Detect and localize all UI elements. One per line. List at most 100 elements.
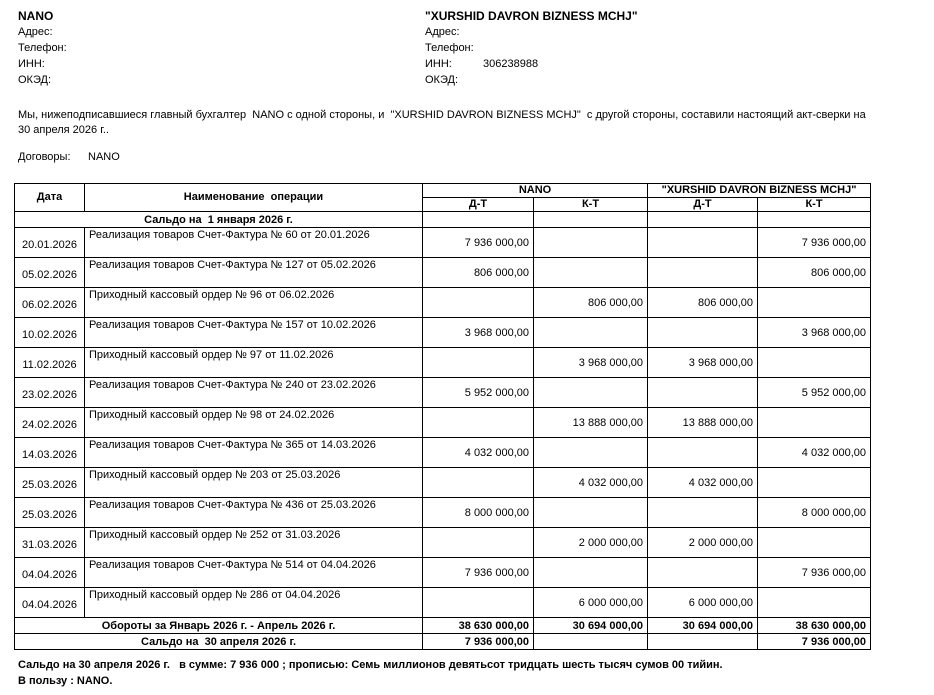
nano-credit-cell: [532, 227, 649, 258]
nano-debit-cell: [422, 527, 534, 558]
left-party-inn-line: ИНН:: [18, 56, 398, 72]
operation-row: 11.02.2026 Приходный кассовый ордер № 97…: [14, 347, 872, 378]
operation-date-cell: 04.04.2026: [14, 557, 85, 588]
nano-credit-cell: 806 000,00: [532, 287, 649, 318]
inn-label: ИНН:: [18, 58, 45, 70]
nano-credit-cell: [532, 317, 649, 348]
inn-value: 306238988: [483, 58, 539, 70]
header-nano-credit: К-Т: [532, 197, 649, 212]
opening-partner-credit-cell: [757, 211, 872, 228]
partner-credit-cell: [757, 407, 872, 438]
nano-debit-cell: [422, 467, 534, 498]
operation-date-cell: 10.02.2026: [14, 317, 85, 348]
partner-credit-cell: [757, 527, 872, 558]
left-party-address-line: Адрес:: [18, 24, 398, 40]
operation-row: 10.02.2026 Реализация товаров Счет-Факту…: [14, 317, 872, 348]
operation-row: 04.04.2026 Приходный кассовый ордер № 28…: [14, 587, 872, 618]
left-party-block: NANO Адрес: Телефон: ИНН: ОКЭД:: [18, 8, 398, 88]
partner-debit-cell: [647, 257, 759, 288]
nano-credit-cell: 4 032 000,00: [532, 467, 649, 498]
inn-label: ИНН:: [425, 58, 452, 70]
operation-name-cell: Приходный кассовый ордер № 97 от 11.02.2…: [84, 347, 423, 378]
partner-credit-cell: 7 936 000,00: [757, 227, 872, 258]
partner-debit-cell: [647, 377, 759, 408]
nano-debit-cell: [422, 587, 534, 618]
header-partner-debit: Д-Т: [647, 197, 759, 212]
operation-name-cell: Приходный кассовый ордер № 286 от 04.04.…: [84, 587, 423, 618]
turnover-row: Обороты за Январь 2026 г. - Апрель 2026 …: [14, 617, 872, 634]
operation-row: 05.02.2026 Реализация товаров Счет-Факту…: [14, 257, 872, 288]
nano-debit-cell: 7 936 000,00: [422, 557, 534, 588]
oked-label: ОКЭД:: [425, 74, 459, 86]
right-party-phone-line: Телефон:: [425, 40, 885, 56]
nano-credit-cell: 6 000 000,00: [532, 587, 649, 618]
operation-row: 04.04.2026 Реализация товаров Счет-Факту…: [14, 557, 872, 588]
nano-credit-cell: [532, 377, 649, 408]
partner-debit-cell: 13 888 000,00: [647, 407, 759, 438]
partner-credit-cell: 7 936 000,00: [757, 557, 872, 588]
right-party-name: "XURSHID DAVRON BIZNESS MCHJ": [425, 9, 638, 23]
left-party-oked-line: ОКЭД:: [18, 72, 398, 88]
operation-name-cell: Реализация товаров Счет-Фактура № 127 от…: [84, 257, 423, 288]
nano-credit-cell: [532, 257, 649, 288]
nano-debit-cell: 806 000,00: [422, 257, 534, 288]
operation-name-cell: Приходный кассовый ордер № 98 от 24.02.2…: [84, 407, 423, 438]
opening-balance-row: Сальдо на 1 января 2026 г.: [14, 211, 872, 228]
closing-balance-row: Сальдо на 30 апреля 2026 г. 7 936 000,00…: [14, 633, 872, 650]
nano-debit-cell: [422, 407, 534, 438]
operation-row: 14.03.2026 Реализация товаров Счет-Факту…: [14, 437, 872, 468]
right-party-oked-line: ОКЭД:: [425, 72, 885, 88]
nano-credit-cell: 3 968 000,00: [532, 347, 649, 378]
partner-debit-cell: [647, 437, 759, 468]
nano-debit-cell: [422, 347, 534, 378]
operation-name-cell: Реализация товаров Счет-Фактура № 240 от…: [84, 377, 423, 408]
partner-debit-cell: 2 000 000,00: [647, 527, 759, 558]
operation-date-cell: 04.04.2026: [14, 587, 85, 618]
operations-tbody: Сальдо на 1 января 2026 г. 20.01.2026 Ре…: [14, 211, 872, 618]
turnover-nano-debit: 38 630 000,00: [422, 617, 534, 634]
contracts-label: Договоры:: [18, 151, 71, 163]
left-party-phone-line: Телефон:: [18, 40, 398, 56]
partner-credit-cell: 3 968 000,00: [757, 317, 872, 348]
nano-credit-cell: [532, 497, 649, 528]
operation-name-cell: Приходный кассовый ордер № 252 от 31.03.…: [84, 527, 423, 558]
operation-row: 31.03.2026 Приходный кассовый ордер № 25…: [14, 527, 872, 558]
partner-debit-cell: 806 000,00: [647, 287, 759, 318]
operation-name-cell: Реализация товаров Счет-Фактура № 514 от…: [84, 557, 423, 588]
phone-label: Телефон:: [18, 42, 67, 54]
closing-partner-credit: 7 936 000,00: [757, 633, 872, 650]
header-nano-debit: Д-Т: [422, 197, 534, 212]
operation-date-cell: 20.01.2026: [14, 227, 85, 258]
nano-credit-cell: [532, 437, 649, 468]
operation-date-cell: 14.03.2026: [14, 437, 85, 468]
header-date: Дата: [14, 183, 85, 212]
operation-row: 25.03.2026 Приходный кассовый ордер № 20…: [14, 467, 872, 498]
operation-date-cell: 11.02.2026: [14, 347, 85, 378]
closing-nano-credit: [532, 633, 649, 650]
operation-row: 20.01.2026 Реализация товаров Счет-Факту…: [14, 227, 872, 258]
header-left-company-group: NANO: [421, 183, 649, 198]
operation-name-cell: Реализация товаров Счет-Фактура № 436 от…: [84, 497, 423, 528]
left-party-name: NANO: [18, 9, 54, 23]
partner-credit-cell: 4 032 000,00: [757, 437, 872, 468]
nano-debit-cell: 7 936 000,00: [422, 227, 534, 258]
partner-credit-cell: [757, 467, 872, 498]
header-right-company-group: "XURSHID DAVRON BIZNESS MCHJ": [647, 183, 872, 198]
operation-name-cell: Реализация товаров Счет-Фактура № 60 от …: [84, 227, 423, 258]
table-header-group-row: Дата Наименование операции NANO "XURSHID…: [14, 183, 872, 212]
nano-credit-cell: [532, 557, 649, 588]
turnover-nano-credit: 30 694 000,00: [532, 617, 649, 634]
address-label: Адрес:: [18, 26, 53, 38]
contracts-value: NANO: [88, 151, 120, 163]
operation-date-cell: 05.02.2026: [14, 257, 85, 288]
operation-date-cell: 06.02.2026: [14, 287, 85, 318]
nano-debit-cell: [422, 287, 534, 318]
partner-debit-cell: [647, 497, 759, 528]
partner-credit-cell: 806 000,00: [757, 257, 872, 288]
nano-debit-cell: 5 952 000,00: [422, 377, 534, 408]
partner-debit-cell: 4 032 000,00: [647, 467, 759, 498]
footer-favor-line: В пользу : NANO.: [18, 675, 113, 687]
nano-debit-cell: 4 032 000,00: [422, 437, 534, 468]
operation-row: 23.02.2026 Реализация товаров Счет-Факту…: [14, 377, 872, 408]
